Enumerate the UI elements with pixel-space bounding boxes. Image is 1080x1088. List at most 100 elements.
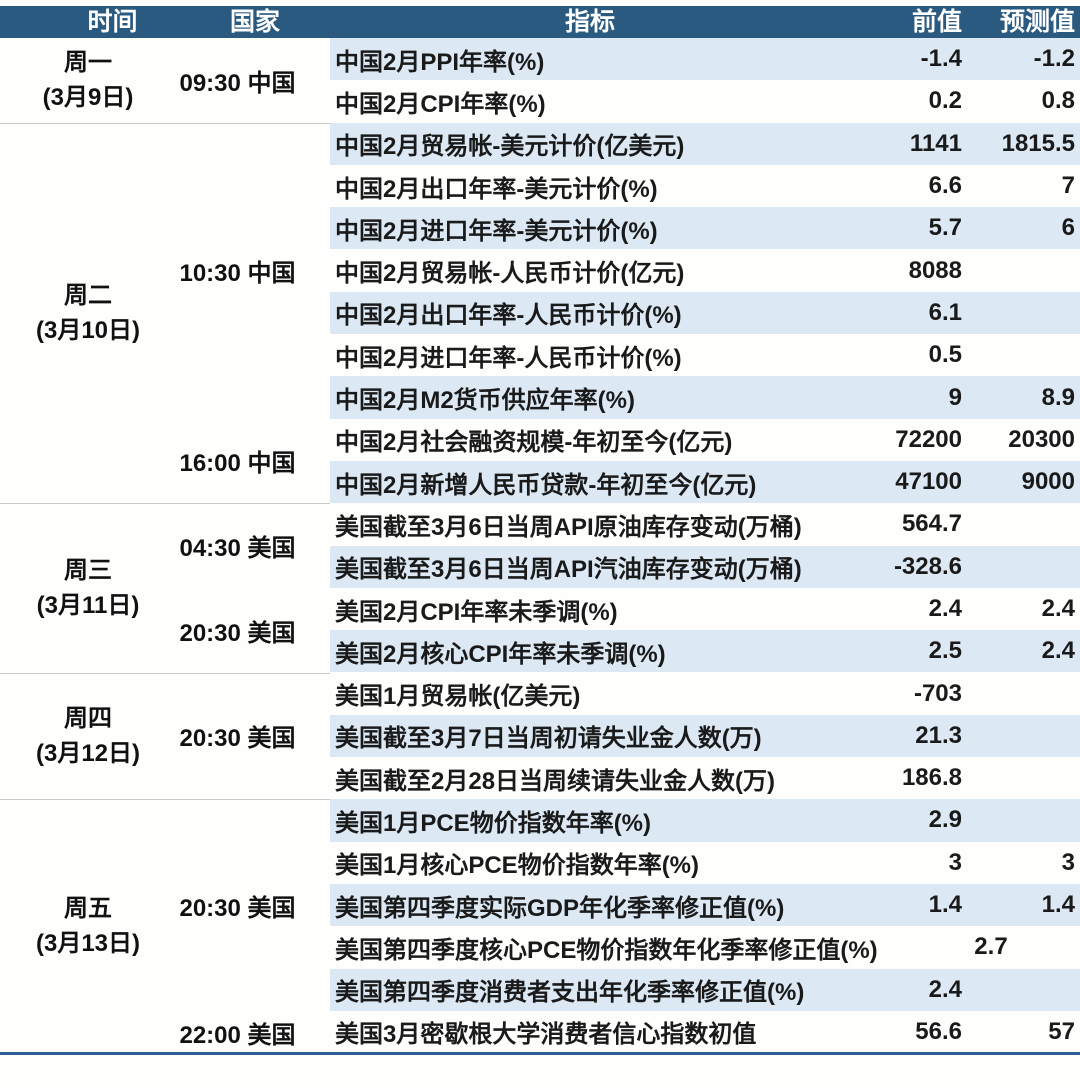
indicator-cell: 美国第四季度核心PCE物价指数年化季率修正值(%) <box>335 936 878 964</box>
table-row: 中国2月贸易帐-美元计价(亿美元) 1141 1815.5 <box>0 122 1080 165</box>
previous-value-cell: 5.7 <box>928 214 962 242</box>
indicator-cell: 美国截至3月7日当周初请失业金人数(万) <box>335 725 762 753</box>
header-forecast-value: 预测值 <box>999 8 1075 36</box>
time-country-label: 16:00 中国 <box>179 450 296 478</box>
row-content: 美国1月核心PCE物价指数年率(%) 3 3 <box>330 842 1080 884</box>
previous-value-cell: -328.6 <box>893 552 962 580</box>
time-country-label: 04:30 美国 <box>179 535 296 563</box>
indicator-cell: 中国2月CPI年率(%) <box>335 90 546 118</box>
forecast-value-cell: 1815.5 <box>1001 129 1075 157</box>
indicator-cell: 美国第四季度实际GDP年化季率修正值(%) <box>335 894 785 922</box>
indicator-cell: 美国截至3月6日当周API汽油库存变动(万桶) <box>335 556 802 584</box>
row-content: 中国2月M2货币供应年率(%) 9 8.9 <box>330 376 1080 419</box>
forecast-value-cell: -1.2 <box>1033 45 1075 73</box>
previous-value-cell: 21.3 <box>915 721 962 749</box>
previous-value-cell: 47100 <box>895 468 962 496</box>
previous-value-cell: 564.7 <box>901 510 962 538</box>
table-row: 美国3月密歇根大学消费者信心指数初值 56.6 57 <box>0 1011 1080 1053</box>
weekday-text: 周四 <box>64 704 112 732</box>
header-previous-value: 前值 <box>911 8 962 36</box>
forecast-value-cell: 20300 <box>1008 425 1075 453</box>
indicator-cell: 中国2月进口年率-人民币计价(%) <box>335 344 682 372</box>
date-text: (3月13日) <box>35 930 141 958</box>
table-row: 中国2月出口年率-美元计价(%) 6.6 7 <box>0 165 1080 207</box>
row-content: 美国3月密歇根大学消费者信心指数初值 56.6 57 <box>330 1011 1080 1053</box>
time-country-label: 20:30 美国 <box>179 619 296 647</box>
previous-value-cell: 72200 <box>895 425 962 453</box>
table-row: 美国1月PCE物价指数年率(%) 2.9 <box>0 799 1080 842</box>
forecast-value-cell: 0.8 <box>1041 87 1075 115</box>
previous-value-cell: 1141 <box>909 129 962 157</box>
row-content: 美国2月核心CPI年率未季调(%) 2.5 2.4 <box>330 630 1080 673</box>
forecast-value-cell: 2.4 <box>1041 637 1075 665</box>
table-row: 美国2月核心CPI年率未季调(%) 2.5 2.4 <box>0 630 1080 673</box>
table-row: 美国第四季度核心PCE物价指数年化季率修正值(%) 2.7 <box>0 926 1080 968</box>
day-group-separator <box>0 799 330 801</box>
previous-value-cell: 0.2 <box>928 87 962 115</box>
previous-value-cell: 2.4 <box>928 975 962 1003</box>
row-content: 美国第四季度核心PCE物价指数年化季率修正值(%) 2.7 <box>330 926 1080 968</box>
indicator-cell: 美国2月CPI年率未季调(%) <box>335 598 618 626</box>
day-label: 周三 (3月11日) <box>0 503 176 672</box>
row-content: 美国1月PCE物价指数年率(%) 2.9 <box>330 799 1080 842</box>
time-country-label: 20:30 美国 <box>179 894 296 922</box>
table-row: 美国截至3月6日当周API汽油库存变动(万桶) -328.6 <box>0 545 1080 588</box>
table-row: 美国截至2月28日当周续请失业金人数(万) 186.8 <box>0 757 1080 799</box>
table-row: 美国第四季度消费者支出年化季率修正值(%) 2.4 <box>0 968 1080 1011</box>
indicator-cell: 美国3月密歇根大学消费者信心指数初值 <box>335 1021 757 1049</box>
forecast-value-cell: 2.4 <box>1041 595 1075 622</box>
forecast-value-cell: 57 <box>1048 1017 1075 1045</box>
table-row: 中国2月CPI年率(%) 0.2 0.8 <box>0 80 1080 122</box>
header-country: 国家 <box>229 8 280 36</box>
indicator-cell: 美国1月核心PCE物价指数年率(%) <box>335 852 700 880</box>
day-label: 周四 (3月12日) <box>0 673 176 800</box>
table-row: 美国1月贸易帐(亿美元) -703 <box>0 672 1080 714</box>
previous-value-cell: -703 <box>913 679 962 707</box>
indicator-cell: 中国2月M2货币供应年率(%) <box>335 387 636 415</box>
row-content: 美国截至3月7日当周初请失业金人数(万) 21.3 <box>330 714 1080 758</box>
previous-value-cell: 186.8 <box>901 764 962 792</box>
previous-value-cell: 6.6 <box>928 172 962 200</box>
date-text: (3月9日) <box>42 84 134 112</box>
time-country-label: 09:30 中国 <box>179 69 296 97</box>
table-row: 中国2月新增人民币贷款-年初至今(亿元) 47100 9000 <box>0 460 1080 504</box>
table-row: 中国2月进口年率-人民币计价(%) 0.5 <box>0 334 1080 376</box>
indicator-cell: 美国1月贸易帐(亿美元) <box>335 683 581 711</box>
row-content: 中国2月贸易帐-人民币计价(亿元) 8088 <box>330 249 1080 291</box>
row-content: 美国截至2月28日当周续请失业金人数(万) 186.8 <box>330 757 1080 799</box>
table-row: 中国2月进口年率-美元计价(%) 5.7 6 <box>0 207 1080 250</box>
table-row: 中国2月M2货币供应年率(%) 9 8.9 <box>0 376 1080 419</box>
forecast-value-cell: 6 <box>1061 214 1075 242</box>
indicator-cell: 中国2月PPI年率(%) <box>335 48 545 76</box>
day-label: 周五 (3月13日) <box>0 799 176 1053</box>
table-row: 中国2月社会融资规模-年初至今(亿元) 72200 20300 <box>0 419 1080 461</box>
indicator-cell: 美国截至2月28日当周续请失业金人数(万) <box>335 767 776 795</box>
previous-value-cell: 2.4 <box>928 595 962 622</box>
header-time: 时间 <box>87 8 138 36</box>
previous-value-cell: 2.5 <box>928 637 962 665</box>
forecast-value-cell: 8.9 <box>1041 383 1075 411</box>
weekday-text: 周一 <box>64 49 112 77</box>
table-row: 美国1月核心PCE物价指数年率(%) 3 3 <box>0 842 1080 884</box>
previous-value-cell: -1.4 <box>920 45 962 73</box>
bottom-rule <box>0 1052 1080 1055</box>
row-content: 美国截至3月6日当周API汽油库存变动(万桶) -328.6 <box>330 545 1080 588</box>
indicator-cell: 美国2月核心CPI年率未季调(%) <box>335 640 666 668</box>
day-group-separator <box>0 503 330 505</box>
indicator-cell: 美国截至3月6日当周API原油库存变动(万桶) <box>335 513 802 541</box>
date-text: (3月11日) <box>36 591 140 619</box>
table-row: 美国截至3月6日当周API原油库存变动(万桶) 564.7 <box>0 503 1080 545</box>
header-indicator: 指标 <box>564 8 615 36</box>
day-group-separator <box>0 672 330 674</box>
previous-value-cell: 3 <box>948 848 962 876</box>
time-country-label: 22:00 美国 <box>179 1021 296 1049</box>
weekday-text: 周二 <box>64 281 112 309</box>
table-row: 中国2月贸易帐-人民币计价(亿元) 8088 <box>0 249 1080 291</box>
previous-value-cell: 0.5 <box>928 341 962 369</box>
forecast-value-cell: 1.4 <box>1041 891 1075 919</box>
previous-value-cell: 8088 <box>908 256 962 284</box>
forecast-value-cell: 3 <box>1061 848 1075 876</box>
table-header-row: 时间 国家 指标 前值 预测值 <box>0 6 1080 38</box>
date-text: (3月10日) <box>35 316 141 344</box>
forecast-value-cell: 7 <box>1061 172 1075 200</box>
